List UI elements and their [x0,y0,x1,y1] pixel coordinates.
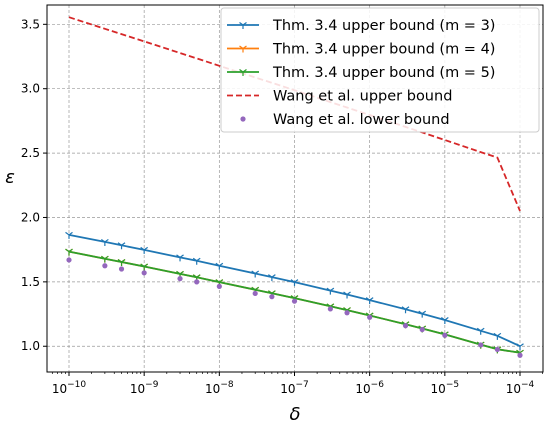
legend-box [220,7,540,133]
x-tick-label: 10−4 [506,380,535,396]
x-tick-exponent: −8 [220,380,234,390]
x-tick-base: 10 [506,382,521,396]
data-point [66,257,72,263]
data-point [101,238,109,246]
data-point [516,343,524,351]
x-tick-label: 10−10 [52,380,87,396]
data-point [252,290,258,297]
data-point [440,316,449,324]
y-tick-label: 2.0 [21,210,40,224]
data-point [215,262,224,270]
legend-label: Thm. 3.4 upper bound (m = 4) [272,42,495,58]
x-tick-base: 10 [52,382,67,396]
data-point [327,306,333,312]
data-point [176,254,184,262]
y-axis-label: ε [5,167,15,188]
x-tick-base: 10 [280,382,295,396]
data-point [141,270,147,276]
data-point [493,332,502,340]
x-tick-base: 10 [355,382,370,396]
data-point [343,291,351,299]
data-point [402,323,409,329]
x-tick-exponent: −9 [145,380,159,390]
data-point [291,298,298,304]
data-point [268,274,276,282]
legend-marker [239,22,247,29]
x-tick-label: 10−7 [280,380,309,396]
series-4 [66,257,523,358]
data-point [419,326,425,333]
data-point [344,310,350,316]
y-axis: 1.0 1.5 2.0 2.5 3.0 3.5 [21,17,47,353]
legend-label: Thm. 3.4 upper bound (m = 3) [272,18,495,34]
legend-entry: Thm. 3.4 upper bound (m = 3) [227,18,495,34]
x-tick-base: 10 [431,382,446,396]
data-point [140,263,149,271]
x-tick-base: 10 [130,382,145,396]
x-tick-label: 10−9 [130,380,159,396]
data-point [269,294,275,300]
x-tick-exponent: −7 [296,380,309,390]
data-point [102,263,108,269]
legend-marker [240,116,246,122]
data-point [65,231,73,239]
y-tick-label: 3.0 [21,82,40,96]
series-0 [65,231,524,351]
legend-marker [239,45,247,53]
data-point [117,259,126,267]
x-tick-exponent: −6 [371,380,385,390]
data-point [117,242,126,250]
y-tick-label: 1.0 [21,339,40,353]
x-tick-label: 10−5 [431,380,460,396]
y-tick-label: 1.5 [21,275,40,289]
data-point [251,270,260,278]
legend: Thm. 3.4 upper bound (m = 3) Thm. 3.4 upp… [220,7,540,133]
data-point [290,279,299,287]
y-tick-label: 3.5 [21,17,40,31]
legend-entry: Thm. 3.4 upper bound (m = 5) [227,65,495,81]
data-point [216,283,222,289]
data-point [418,310,427,318]
x-tick-base: 10 [205,382,220,396]
data-point [478,342,484,348]
legend-entry: Wang et al. upper bound [227,89,452,105]
data-point [517,352,523,358]
data-point [101,255,109,263]
x-tick-exponent: −4 [521,380,535,390]
data-point [442,332,448,338]
legend-entry: Thm. 3.4 upper bound (m = 4) [227,42,495,58]
data-point [140,246,149,254]
data-point [401,306,410,314]
legend-entry: Wang et al. lower bound [240,112,450,128]
data-point [177,276,183,282]
x-axis-label: δ [289,404,300,423]
data-point [367,314,373,320]
x-tick-label: 10−8 [205,380,234,396]
legend-label: Wang et al. lower bound [273,112,450,128]
x-tick-exponent: −10 [67,380,86,390]
data-point [326,287,335,295]
data-point [118,266,125,272]
legend-marker [239,69,247,76]
y-tick-label: 2.5 [21,146,40,160]
x-tick-label: 10−6 [355,380,384,396]
x-axis: 10−10 10−9 10−8 10−7 10−6 10−5 10−4 [52,372,543,396]
legend-label: Thm. 3.4 upper bound (m = 5) [272,65,495,81]
data-point [65,248,73,256]
legend-label: Wang et al. upper bound [273,89,452,105]
data-point [365,297,374,305]
data-point [194,279,200,285]
data-point [494,346,500,353]
data-point [476,327,485,335]
x-tick-exponent: −5 [446,380,459,390]
data-point [192,257,201,265]
